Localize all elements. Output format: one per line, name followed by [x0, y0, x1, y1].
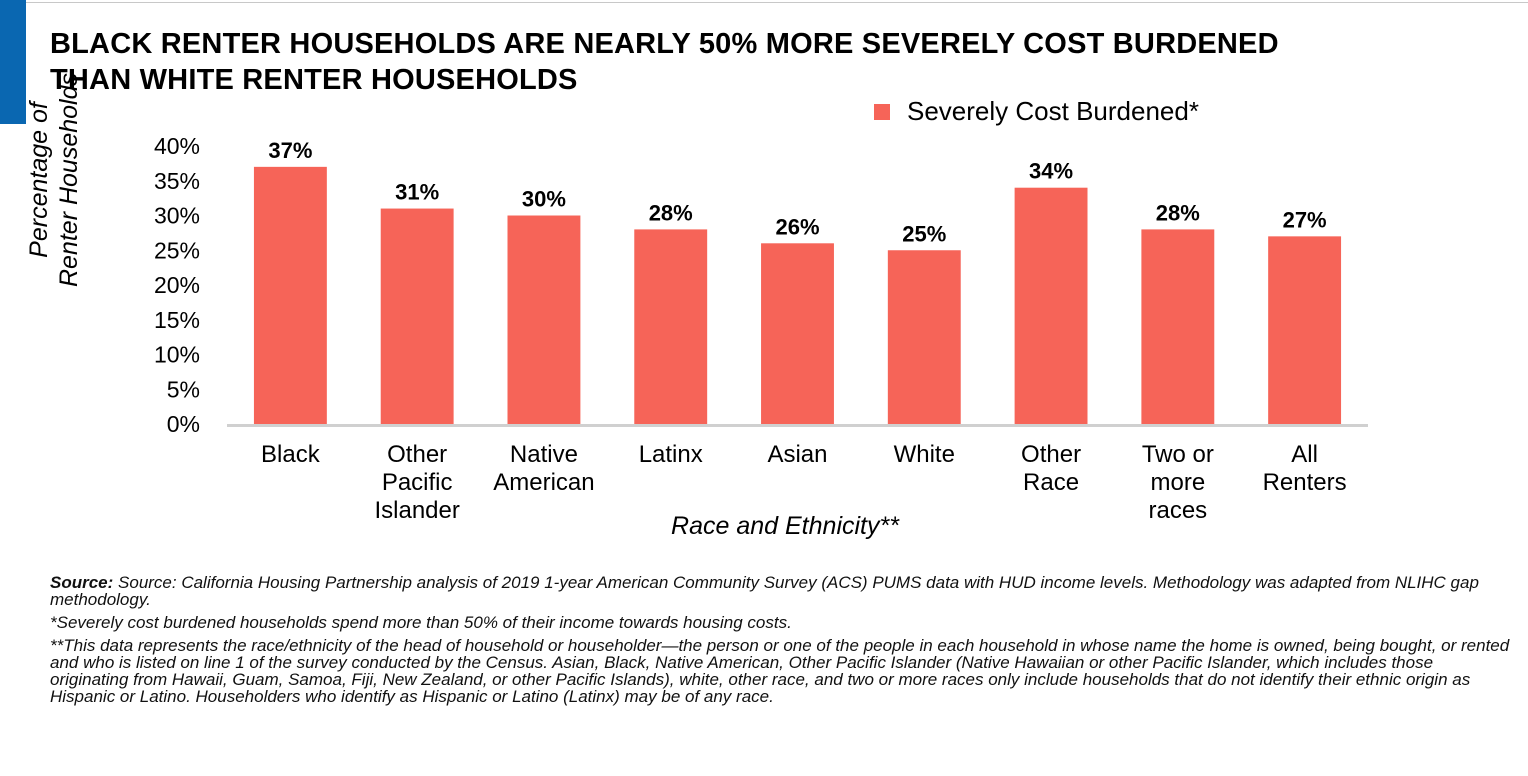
x-tick-label: Latinx	[639, 441, 703, 468]
source-label: Source:	[50, 573, 114, 592]
data-label: 26%	[775, 214, 819, 239]
y-tick-label: 35%	[154, 168, 200, 194]
bar	[1268, 236, 1342, 424]
y-tick-label: 30%	[154, 203, 200, 229]
notes: Source: Source: California Housing Partn…	[50, 574, 1510, 711]
legend-label: Severely Cost Burdened*	[907, 96, 1199, 126]
y-tick-label: 25%	[154, 237, 200, 263]
source-text: Source: California Housing Partnership a…	[50, 573, 1479, 609]
bar	[1141, 229, 1215, 424]
chart-title: BLACK RENTER HOUSEHOLDS ARE NEARLY 50% M…	[50, 26, 1279, 98]
x-tick-label: Pacific	[382, 469, 453, 496]
x-tick-label: All	[1291, 441, 1318, 468]
footnote-1: *Severely cost burdened households spend…	[50, 613, 792, 632]
x-tick-label: Islander	[374, 497, 459, 524]
x-tick-label: Black	[261, 441, 321, 468]
y-tick-label: 10%	[154, 342, 200, 368]
title-line-1: BLACK RENTER HOUSEHOLDS ARE NEARLY 50% M…	[50, 28, 1279, 60]
y-tick-label: 5%	[167, 376, 200, 402]
bar	[1014, 187, 1088, 424]
data-label: 27%	[1283, 207, 1327, 232]
legend-swatch	[874, 103, 890, 120]
x-tick-label: White	[894, 441, 955, 468]
data-label: 31%	[395, 180, 439, 205]
bar	[380, 208, 454, 424]
x-tick-label: Two or	[1142, 441, 1214, 468]
data-label: 28%	[1156, 200, 1200, 225]
x-tick-label: American	[493, 469, 594, 496]
x-tick-label: Other	[1021, 441, 1081, 468]
accent-bar	[0, 0, 26, 124]
x-tick-label: Other	[387, 441, 447, 468]
y-tick-label: 20%	[154, 272, 200, 298]
data-label: 37%	[268, 138, 312, 163]
source-note: Source: Source: California Housing Partn…	[50, 574, 1510, 608]
data-label: 30%	[522, 187, 566, 212]
x-tick-label: Race	[1023, 469, 1079, 496]
y-tick-label: 15%	[154, 307, 200, 333]
y-tick-label: 40%	[154, 133, 200, 159]
bar	[761, 243, 834, 424]
y-tick-label: 0%	[167, 411, 200, 437]
bar	[634, 229, 708, 424]
bar-chart: 0% 5% 10% 15% 20% 25% 30% 35% 40% 37% Black 31% Othe…	[154, 133, 1368, 524]
x-tick-label: races	[1148, 497, 1207, 524]
data-label: 28%	[649, 200, 693, 225]
x-tick-label: more	[1150, 469, 1205, 496]
legend: Severely Cost Burdened*	[874, 96, 1199, 127]
data-label: 34%	[1029, 159, 1073, 184]
top-divider	[26, 2, 1528, 3]
bar	[887, 250, 961, 424]
x-tick-label: Native	[510, 441, 578, 468]
bar	[253, 166, 327, 424]
x-tick-label: Asian	[767, 441, 827, 468]
title-line-2: THAN WHITE RENTER HOUSEHOLDS	[50, 64, 578, 96]
bar	[507, 215, 581, 424]
footnote-2: **This data represents the race/ethnicit…	[50, 636, 1510, 706]
x-tick-label: Renters	[1263, 469, 1347, 496]
data-label: 25%	[902, 221, 946, 246]
x-axis-title: Race and Ethnicity**	[671, 512, 899, 540]
